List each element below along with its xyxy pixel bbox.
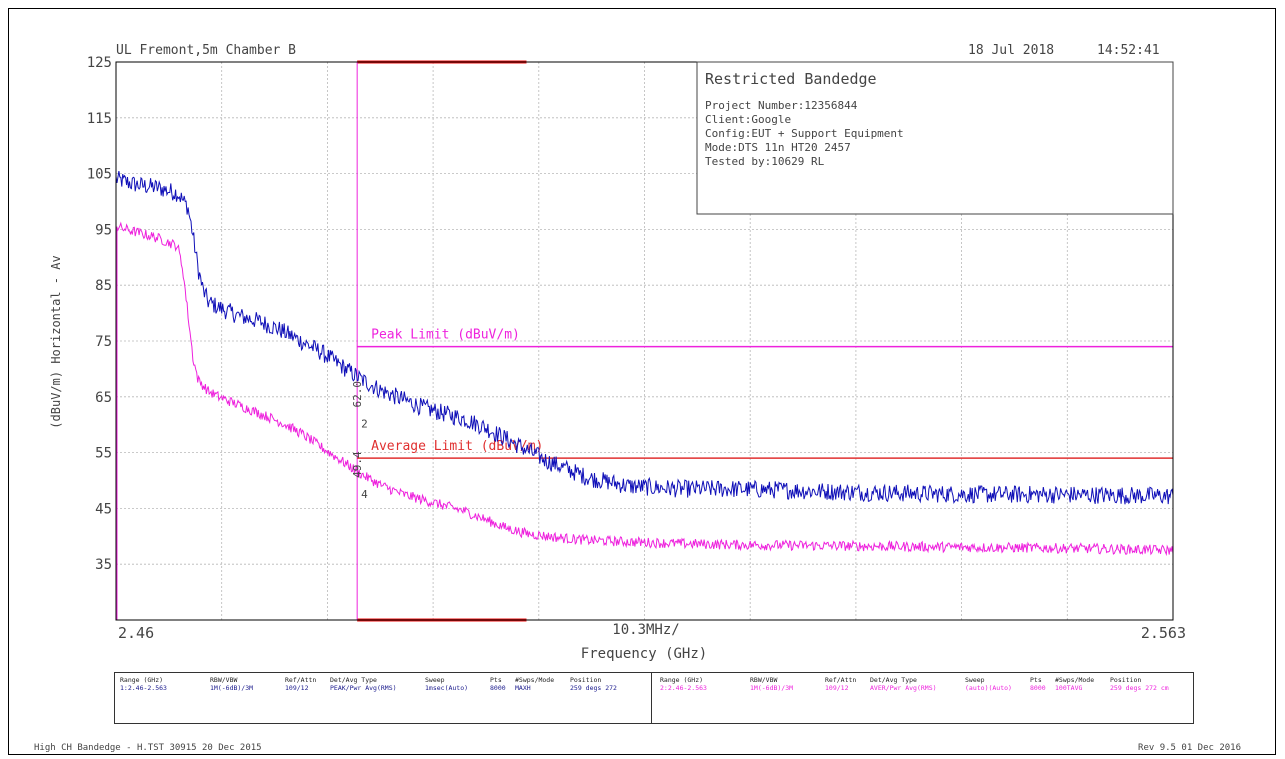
x-start-label: 2.46: [118, 624, 154, 642]
table-value: 8000: [1030, 684, 1046, 692]
info-box: [696, 61, 1174, 215]
table-cell: Sweep 1msec(Auto): [425, 676, 468, 692]
table-value: 259 degs 272 cm: [1110, 684, 1169, 692]
table-header: Sweep: [425, 676, 445, 684]
table-header: RBW/VBW: [750, 676, 778, 684]
table-trace-1: Range (GHz) 1:2.46-2.563 RBW/VBW 1M(-6dB)/3…: [115, 673, 655, 723]
info-line: Tested by:10629 RL: [705, 155, 825, 168]
site-label: UL Fremont,5m Chamber B: [116, 43, 296, 58]
table-header: Ref/Attn: [825, 676, 857, 684]
footer-right: Rev 9.5 01 Dec 2016: [1138, 743, 1241, 753]
date-label: 18 Jul 2018: [968, 43, 1054, 58]
table-header: Pts: [1030, 676, 1042, 684]
marker-value: 62.0: [351, 381, 364, 408]
table-value: 109/12: [825, 684, 849, 692]
y-axis-label: (dBuV/m) Horizontal - Av: [49, 255, 63, 428]
table-cell: RBW/VBW 1M(-6dB)/3M: [750, 676, 793, 692]
table-header: #Swps/Mode: [515, 676, 555, 684]
table-header: Range (GHz): [120, 676, 164, 684]
y-tick-label: 55: [95, 446, 112, 462]
table-cell: Range (GHz) 1:2.46-2.563: [120, 676, 167, 692]
data-series: [115, 171, 1174, 620]
footer-left: High CH Bandedge - H.TST 30915 20 Dec 20…: [34, 743, 262, 753]
table-divider: [651, 673, 652, 723]
table-cell: #Swps/Mode MAXH: [515, 676, 554, 692]
table-trace-2: Range (GHz) 2:2.46-2.563 RBW/VBW 1M(-6dB)/3…: [655, 673, 1195, 723]
table-value: 1M(-6dB)/3M: [750, 684, 794, 692]
y-tick-label: 75: [95, 334, 112, 350]
series-line: [115, 221, 1174, 557]
table-value: MAXH: [515, 684, 531, 692]
marker-value: 49.4: [351, 451, 364, 478]
table-cell: Pts 8000: [1030, 676, 1046, 692]
y-tick-label: 45: [95, 501, 112, 517]
table-header: Sweep: [965, 676, 985, 684]
info-line: Client:Google: [705, 113, 791, 126]
table-value: 1:2.46-2.563: [120, 684, 167, 692]
limit-lines: Peak Limit (dBuV/m) Average Limit (dBuV/m…: [357, 328, 1173, 459]
table-header: Range (GHz): [660, 676, 704, 684]
time-label: 14:52:41: [1097, 43, 1160, 58]
table-cell: Det/Avg Type PEAK/Pwr Avg(RMS): [330, 676, 397, 692]
y-tick-label: 95: [95, 222, 112, 238]
settings-table: Range (GHz) 1:2.46-2.563 RBW/VBW 1M(-6dB)/3…: [114, 672, 1194, 724]
table-header: Det/Avg Type: [870, 676, 917, 684]
plot-area: [115, 61, 1174, 621]
table-value: 8000: [490, 684, 506, 692]
table-value: 259 degs 272: [570, 684, 617, 692]
table-cell: Ref/Attn 109/12: [825, 676, 856, 692]
table-value: 2:2.46-2.563: [660, 684, 707, 692]
marker-label: 4: [361, 488, 368, 501]
table-header: Position: [570, 676, 602, 684]
table-value: 100TAVG: [1055, 684, 1083, 692]
marker-label: 2: [361, 418, 368, 431]
series-line: [115, 171, 1174, 505]
table-value: 1msec(Auto): [425, 684, 469, 692]
x-end-label: 2.563: [1141, 624, 1186, 642]
table-cell: RBW/VBW 1M(-6dB)/3M: [210, 676, 253, 692]
y-tick-label: 35: [95, 557, 112, 573]
table-cell: Range (GHz) 2:2.46-2.563: [660, 676, 707, 692]
y-tick-label: 115: [87, 111, 112, 127]
table-cell: Position 259 degs 272 cm: [1110, 676, 1169, 692]
table-header: #Swps/Mode: [1055, 676, 1095, 684]
table-header: Ref/Attn: [285, 676, 317, 684]
table-value: (auto)(Auto): [965, 684, 1012, 692]
info-line: Config:EUT + Support Equipment: [705, 127, 904, 140]
y-tick-label: 65: [95, 390, 112, 406]
table-cell: Ref/Attn 109/12: [285, 676, 316, 692]
table-cell: #Swps/Mode 100TAVG: [1055, 676, 1094, 692]
table-cell: Position 259 degs 272: [570, 676, 617, 692]
x-axis-label: Frequency (GHz): [581, 646, 707, 662]
y-tick-label: 125: [87, 55, 112, 71]
info-title: Restricted Bandedge: [705, 70, 877, 88]
page-frame: [8, 8, 1276, 755]
table-cell: Sweep (auto)(Auto): [965, 676, 1012, 692]
table-header: Position: [1110, 676, 1142, 684]
table-value: 1M(-6dB)/3M: [210, 684, 254, 692]
table-cell: Det/Avg Type AVER/Pwr Avg(RMS): [870, 676, 937, 692]
info-line: Mode:DTS 11n HT20 2457: [705, 141, 851, 154]
limit-label: Average Limit (dBuV/m): [371, 439, 543, 454]
y-tick-label: 105: [87, 167, 112, 183]
table-cell: Pts 8000: [490, 676, 506, 692]
table-value: PEAK/Pwr Avg(RMS): [330, 684, 397, 692]
info-line: Project Number:12356844: [705, 99, 858, 112]
table-value: AVER/Pwr Avg(RMS): [870, 684, 937, 692]
x-center-label: 10.3MHz/: [612, 622, 679, 638]
y-tick-labels: 125 115 105 95 85 75 65 55 45 35: [87, 55, 112, 573]
table-header: RBW/VBW: [210, 676, 238, 684]
limit-label: Peak Limit (dBuV/m): [371, 328, 520, 343]
table-header: Det/Avg Type: [330, 676, 377, 684]
table-header: Pts: [490, 676, 502, 684]
table-value: 109/12: [285, 684, 309, 692]
markers: 62.0 2 49.4 4: [351, 381, 368, 501]
y-tick-label: 85: [95, 278, 112, 294]
